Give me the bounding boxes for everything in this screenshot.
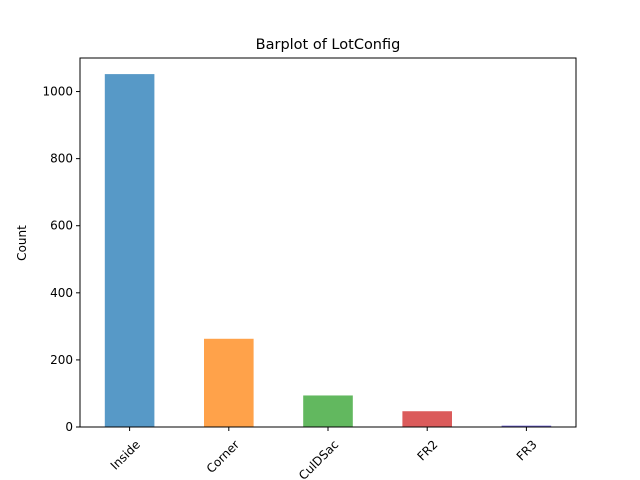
x-ticks-layer: Inside Corner CulDSac FR2 FR3 [108, 427, 540, 480]
x-tick-label: FR3 [514, 437, 540, 463]
x-tick-label: FR2 [414, 437, 440, 463]
chart-title: Barplot of LotConfig [256, 37, 401, 53]
y-tick-label: 1000 [42, 85, 73, 99]
bar-fr3 [501, 425, 552, 427]
bar-fr2 [402, 411, 452, 427]
plot-frame [79, 57, 577, 428]
y-axis-label: Count [15, 225, 29, 261]
x-tick-label: CulDSac [296, 437, 341, 480]
bar-inside [104, 74, 155, 428]
y-tick-label: 400 [50, 286, 73, 300]
bar-corner [204, 338, 254, 427]
y-tick-label: 0 [65, 420, 73, 434]
y-tick-label: 200 [50, 353, 73, 367]
x-tick-label: Corner [204, 437, 242, 475]
bar-culdsac [303, 395, 353, 427]
y-tick-label: 800 [50, 152, 73, 166]
x-tick-label: Inside [108, 437, 143, 472]
bars-layer [104, 74, 552, 428]
y-tick-label: 600 [50, 219, 73, 233]
y-ticks-layer: 0 200 400 600 800 1000 [42, 85, 80, 434]
